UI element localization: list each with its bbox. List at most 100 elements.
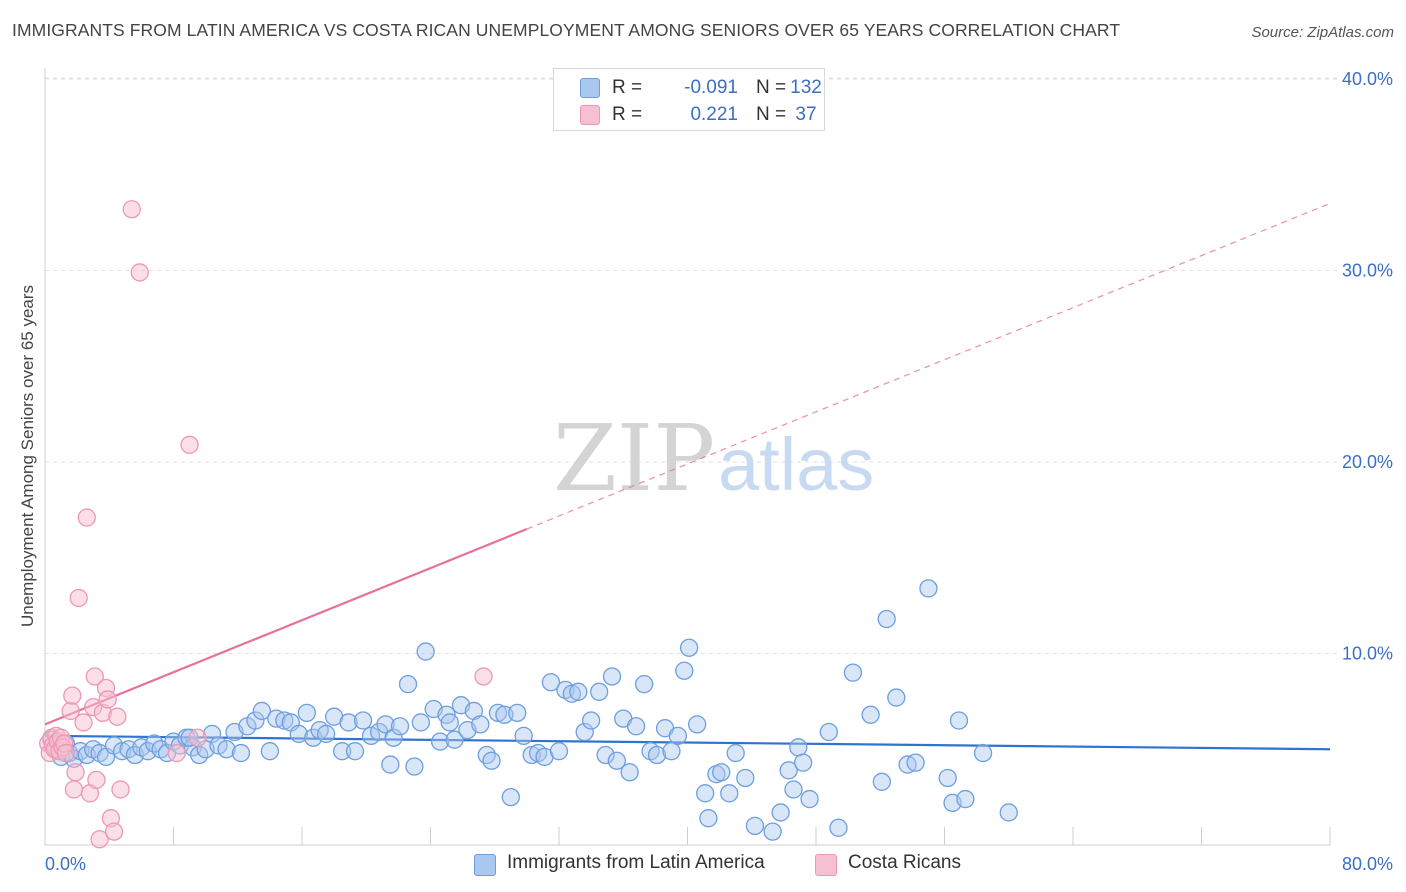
data-point-immigrants[interactable] <box>541 673 561 692</box>
data-point-costa-ricans[interactable] <box>111 780 130 799</box>
data-point-costa-ricans[interactable] <box>122 200 141 219</box>
data-point-immigrants[interactable] <box>339 713 358 732</box>
data-point-immigrants[interactable] <box>679 638 699 657</box>
data-point-immigrants[interactable] <box>872 772 892 791</box>
data-point-immigrants[interactable] <box>675 661 694 680</box>
data-point-immigrants[interactable] <box>252 701 271 721</box>
data-point-costa-ricans[interactable] <box>188 728 207 747</box>
data-point-costa-ricans[interactable] <box>74 713 93 732</box>
data-point-costa-ricans[interactable] <box>77 508 96 527</box>
data-point-immigrants[interactable] <box>938 768 957 788</box>
data-point-immigrants[interactable] <box>877 609 896 629</box>
data-point-costa-ricans[interactable] <box>130 263 149 282</box>
data-point-immigrants[interactable] <box>333 742 352 761</box>
data-point-immigrants[interactable] <box>217 740 236 759</box>
data-point-immigrants[interactable] <box>260 742 280 761</box>
data-point-immigrants[interactable] <box>949 711 969 730</box>
data-point-immigrants[interactable] <box>999 803 1018 822</box>
data-point-immigrants[interactable] <box>488 703 508 723</box>
data-point-immigrants[interactable] <box>581 711 601 730</box>
data-point-immigrants[interactable] <box>384 728 403 747</box>
data-point-immigrants[interactable] <box>607 751 626 770</box>
data-point-immigrants[interactable] <box>784 780 803 799</box>
data-point-immigrants[interactable] <box>508 703 527 723</box>
data-point-immigrants[interactable] <box>819 722 838 742</box>
data-point-immigrants[interactable] <box>973 743 993 763</box>
data-point-immigrants[interactable] <box>345 742 365 761</box>
data-point-immigrants[interactable] <box>575 722 594 742</box>
data-point-immigrants[interactable] <box>843 663 863 682</box>
data-point-immigrants[interactable] <box>829 818 848 837</box>
data-point-immigrants[interactable] <box>789 738 808 757</box>
data-point-immigrants[interactable] <box>416 642 435 661</box>
data-point-immigrants[interactable] <box>501 787 520 807</box>
data-point-immigrants[interactable] <box>712 763 731 782</box>
data-point-immigrants[interactable] <box>745 816 765 835</box>
data-point-immigrants[interactable] <box>549 742 569 761</box>
data-point-costa-ricans[interactable] <box>167 743 186 763</box>
data-point-immigrants[interactable] <box>647 745 667 765</box>
data-point-immigrants[interactable] <box>231 743 251 763</box>
data-point-immigrants[interactable] <box>316 724 336 744</box>
data-point-costa-ricans[interactable] <box>474 667 493 686</box>
data-point-immigrants[interactable] <box>445 730 464 749</box>
data-point-immigrants[interactable] <box>699 809 718 828</box>
data-point-immigrants[interactable] <box>956 789 975 809</box>
data-point-immigrants[interactable] <box>634 674 654 694</box>
data-point-immigrants[interactable] <box>887 688 906 707</box>
data-point-immigrants[interactable] <box>726 743 745 763</box>
data-point-costa-ricans[interactable] <box>66 763 85 782</box>
data-point-immigrants[interactable] <box>794 753 813 772</box>
data-point-immigrants[interactable] <box>800 789 819 809</box>
data-point-immigrants[interactable] <box>662 742 681 761</box>
data-point-immigrants[interactable] <box>906 753 925 772</box>
data-point-costa-ricans[interactable] <box>98 690 117 709</box>
data-point-immigrants[interactable] <box>405 757 424 776</box>
data-point-immigrants[interactable] <box>353 711 373 730</box>
data-point-immigrants[interactable] <box>440 713 459 732</box>
data-point-immigrants[interactable] <box>668 726 688 745</box>
data-point-immigrants[interactable] <box>720 784 739 803</box>
data-point-immigrants[interactable] <box>390 717 410 736</box>
data-point-immigrants[interactable] <box>398 674 418 694</box>
data-point-immigrants[interactable] <box>696 784 715 803</box>
data-point-immigrants[interactable] <box>514 726 533 745</box>
data-point-costa-ricans[interactable] <box>104 822 124 841</box>
data-point-immigrants[interactable] <box>763 822 782 841</box>
data-point-immigrants[interactable] <box>569 682 588 701</box>
data-point-costa-ricans[interactable] <box>180 435 199 454</box>
data-point-immigrants[interactable] <box>297 703 316 723</box>
data-point-costa-ricans[interactable] <box>108 707 127 726</box>
data-point-immigrants[interactable] <box>376 715 395 734</box>
data-point-immigrants[interactable] <box>381 755 400 774</box>
data-point-immigrants[interactable] <box>430 732 450 751</box>
data-point-immigrants[interactable] <box>482 751 501 770</box>
data-point-immigrants[interactable] <box>602 667 622 686</box>
data-point-immigrants[interactable] <box>289 724 308 744</box>
data-point-immigrants[interactable] <box>596 745 615 765</box>
data-point-immigrants[interactable] <box>471 715 490 734</box>
data-point-costa-ricans[interactable] <box>69 588 88 608</box>
data-point-costa-ricans[interactable] <box>63 686 82 705</box>
data-point-costa-ricans[interactable] <box>87 770 106 790</box>
data-point-immigrants[interactable] <box>779 761 798 780</box>
data-point-immigrants[interactable] <box>771 803 790 822</box>
data-point-immigrants[interactable] <box>687 715 707 734</box>
data-point-immigrants[interactable] <box>275 711 294 730</box>
swatch-costa-ricans <box>580 105 600 125</box>
data-point-immigrants[interactable] <box>562 684 581 703</box>
data-point-costa-ricans[interactable] <box>90 830 109 849</box>
data-point-immigrants[interactable] <box>246 711 265 730</box>
data-point-immigrants[interactable] <box>411 713 431 732</box>
data-point-immigrants[interactable] <box>590 682 609 701</box>
data-point-immigrants[interactable] <box>626 717 646 736</box>
data-point-immigrants[interactable] <box>919 579 938 598</box>
data-point-immigrants[interactable] <box>620 763 639 782</box>
data-point-costa-ricans[interactable] <box>64 780 84 799</box>
data-point-costa-ricans[interactable] <box>56 743 76 763</box>
data-point-immigrants[interactable] <box>861 705 880 724</box>
data-point-costa-ricans[interactable] <box>85 667 104 686</box>
data-point-immigrants[interactable] <box>477 745 496 765</box>
data-point-immigrants[interactable] <box>736 768 755 788</box>
y-axis-label: Unemployment Among Seniors over 65 years <box>18 285 37 627</box>
